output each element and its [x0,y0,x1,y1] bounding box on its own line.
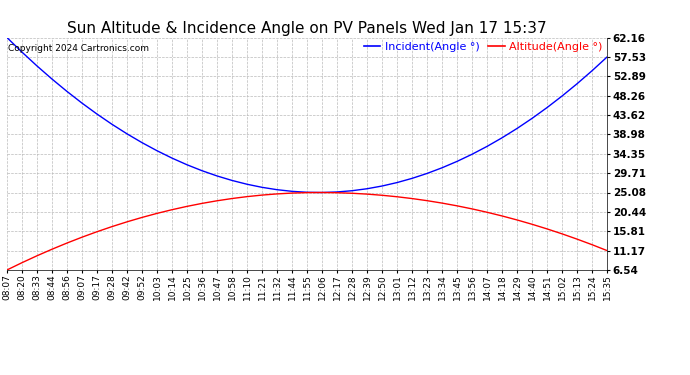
Text: Copyright 2024 Cartronics.com: Copyright 2024 Cartronics.com [8,45,148,54]
Title: Sun Altitude & Incidence Angle on PV Panels Wed Jan 17 15:37: Sun Altitude & Incidence Angle on PV Pan… [67,21,547,36]
Legend: Incident(Angle °), Altitude(Angle °): Incident(Angle °), Altitude(Angle °) [359,38,607,56]
